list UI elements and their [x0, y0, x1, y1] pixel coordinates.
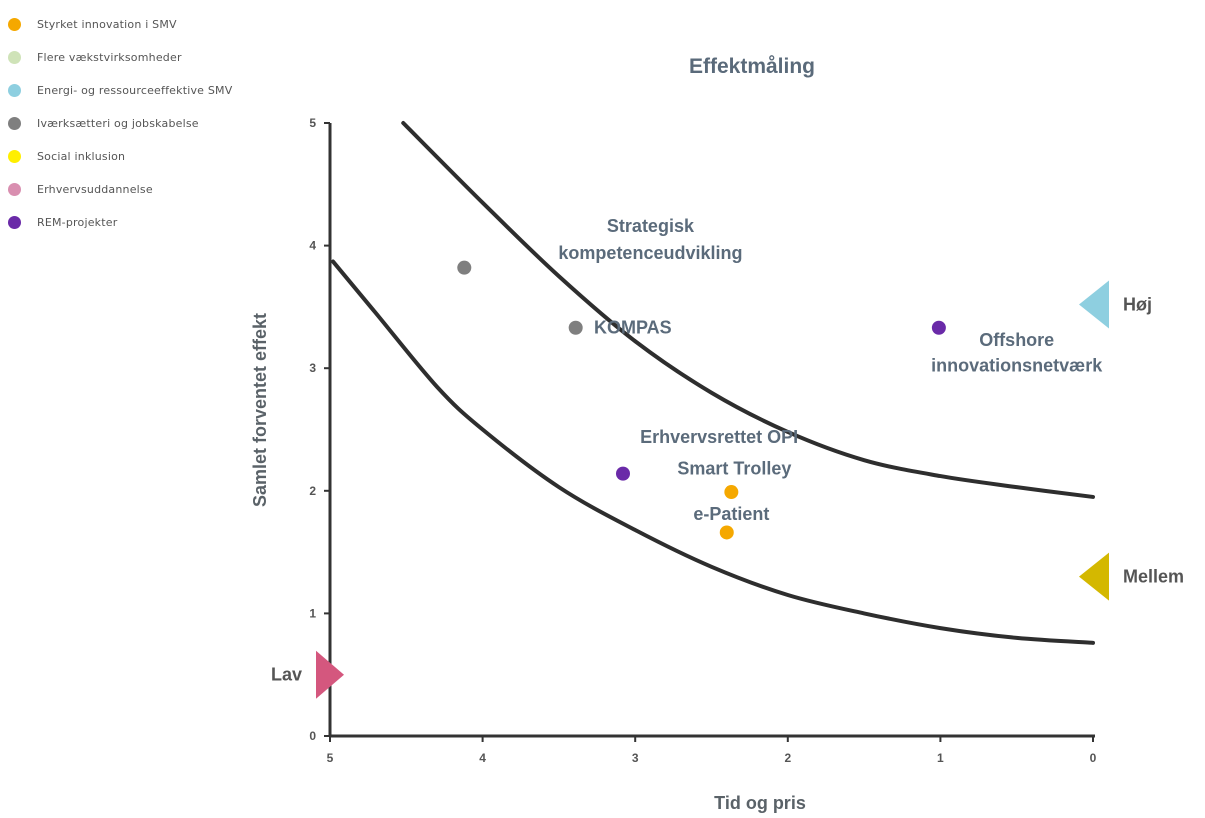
legend-item: Social inklusion: [8, 140, 232, 173]
legend-label: Erhvervsuddannelse: [37, 183, 153, 196]
legend-swatch: [8, 183, 21, 196]
legend-swatch: [8, 51, 21, 64]
legend-label: Energi- og ressourceeffektive SMV: [37, 84, 233, 97]
legend-item: Iværksætteri og jobskabelse: [8, 107, 232, 140]
x-tick-label: 4: [479, 751, 486, 765]
y-axis-label: Samlet forventet effekt: [250, 313, 270, 507]
threshold-curve: [331, 259, 1095, 645]
data-label: innovationsnetværk: [931, 356, 1103, 376]
x-tick-label: 0: [1090, 751, 1097, 765]
level-marker-mellem-icon: [1079, 552, 1109, 601]
legend-label: Flere vækstvirksomheder: [37, 51, 182, 64]
chart-title: Effektmåling: [689, 55, 815, 78]
data-label: Erhvervsrettet OPI: [640, 427, 798, 447]
y-tick-label: 3: [309, 361, 316, 375]
legend-label: Social inklusion: [37, 150, 126, 163]
legend-item: Flere vækstvirksomheder: [8, 41, 232, 74]
data-point: [568, 320, 583, 335]
legend-label: Styrket innovation i SMV: [37, 18, 177, 31]
data-label: Offshore: [979, 330, 1054, 350]
legend-item: REM-projekter: [8, 206, 232, 239]
legend-swatch: [8, 216, 21, 229]
x-axis-label: Tid og pris: [714, 793, 806, 813]
legend-swatch: [8, 18, 21, 31]
legend: Styrket innovation i SMV Flere vækstvirks…: [8, 8, 232, 239]
level-label: Mellem: [1123, 567, 1184, 587]
data-point: [457, 260, 472, 275]
legend-item: Energi- og ressourceeffektive SMV: [8, 74, 232, 107]
legend-swatch: [8, 117, 21, 130]
legend-label: Iværksætteri og jobskabelse: [37, 117, 199, 130]
legend-swatch: [8, 84, 21, 97]
legend-item: Erhvervsuddannelse: [8, 173, 232, 206]
legend-swatch: [8, 150, 21, 163]
x-tick-label: 3: [632, 751, 639, 765]
y-tick-label: 1: [309, 606, 316, 620]
data-point: [719, 525, 734, 540]
level-marker-lav-icon: [316, 650, 344, 699]
data-point: [615, 466, 630, 481]
x-tick-label: 2: [784, 751, 791, 765]
level-marker-høj-icon: [1079, 280, 1109, 329]
data-point: [931, 320, 946, 335]
y-tick-label: 5: [309, 116, 316, 130]
data-label: Strategisk: [607, 216, 695, 236]
legend-label: REM-projekter: [37, 216, 118, 229]
level-label: Lav: [271, 665, 302, 685]
data-label: Smart Trolley: [677, 459, 791, 479]
x-tick-label: 5: [327, 751, 334, 765]
data-label: e-Patient: [693, 504, 769, 524]
threshold-curve: [401, 121, 1095, 499]
legend-item: Styrket innovation i SMV: [8, 8, 232, 41]
data-point: [724, 485, 739, 500]
y-tick-label: 0: [309, 729, 316, 743]
y-tick-label: 2: [309, 484, 316, 498]
x-tick-label: 1: [937, 751, 944, 765]
level-label: Høj: [1123, 294, 1152, 314]
data-label: kompetenceudvikling: [558, 243, 742, 263]
data-label: KOMPAS: [594, 318, 672, 338]
y-tick-label: 4: [309, 239, 316, 253]
